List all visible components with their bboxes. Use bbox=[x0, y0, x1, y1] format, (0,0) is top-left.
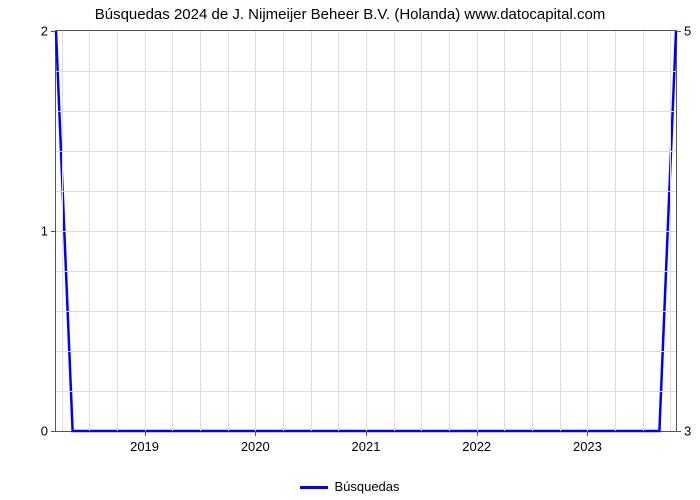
y-tick-mark bbox=[51, 231, 56, 232]
gridline-v bbox=[255, 31, 256, 431]
plot-area: 0122019202020212022202335 bbox=[55, 30, 677, 432]
gridline-v bbox=[338, 31, 339, 431]
y-tick-mark bbox=[51, 431, 56, 432]
gridline-v bbox=[145, 31, 146, 431]
x-tick-label: 2020 bbox=[241, 439, 270, 454]
gridline-v bbox=[89, 31, 90, 431]
y-tick-label: 2 bbox=[41, 24, 48, 39]
legend-swatch bbox=[300, 486, 328, 489]
x-tick-mark bbox=[587, 431, 588, 436]
y2-tick-mark bbox=[676, 431, 681, 432]
gridline-v bbox=[311, 31, 312, 431]
x-tick-label: 2022 bbox=[462, 439, 491, 454]
y2-tick-label: 3 bbox=[684, 424, 691, 439]
gridline-v bbox=[172, 31, 173, 431]
gridline-v bbox=[283, 31, 284, 431]
gridline-v bbox=[615, 31, 616, 431]
x-tick-mark bbox=[145, 431, 146, 436]
gridline-v bbox=[532, 31, 533, 431]
y-tick-mark bbox=[51, 31, 56, 32]
x-tick-mark bbox=[255, 431, 256, 436]
legend-label: Búsquedas bbox=[334, 479, 399, 494]
gridline-v bbox=[117, 31, 118, 431]
gridline-v bbox=[587, 31, 588, 431]
chart-container: Búsquedas 2024 de J. Nijmeijer Beheer B.… bbox=[0, 0, 700, 500]
gridline-v bbox=[62, 31, 63, 431]
x-tick-label: 2021 bbox=[352, 439, 381, 454]
gridline-v bbox=[366, 31, 367, 431]
y-tick-label: 0 bbox=[41, 424, 48, 439]
x-tick-label: 2019 bbox=[130, 439, 159, 454]
gridline-v bbox=[449, 31, 450, 431]
y2-tick-mark bbox=[676, 31, 681, 32]
gridline-v bbox=[643, 31, 644, 431]
gridline-v bbox=[200, 31, 201, 431]
legend: Búsquedas bbox=[0, 479, 700, 494]
gridline-v bbox=[394, 31, 395, 431]
x-tick-mark bbox=[366, 431, 367, 436]
x-tick-label: 2023 bbox=[573, 439, 602, 454]
chart-title: Búsquedas 2024 de J. Nijmeijer Beheer B.… bbox=[0, 6, 700, 23]
gridline-v bbox=[228, 31, 229, 431]
gridline-v bbox=[670, 31, 671, 431]
y2-tick-label: 5 bbox=[684, 24, 691, 39]
gridline-v bbox=[504, 31, 505, 431]
y-tick-label: 1 bbox=[41, 224, 48, 239]
gridline-v bbox=[421, 31, 422, 431]
gridline-v bbox=[477, 31, 478, 431]
x-tick-mark bbox=[477, 431, 478, 436]
gridline-v bbox=[560, 31, 561, 431]
